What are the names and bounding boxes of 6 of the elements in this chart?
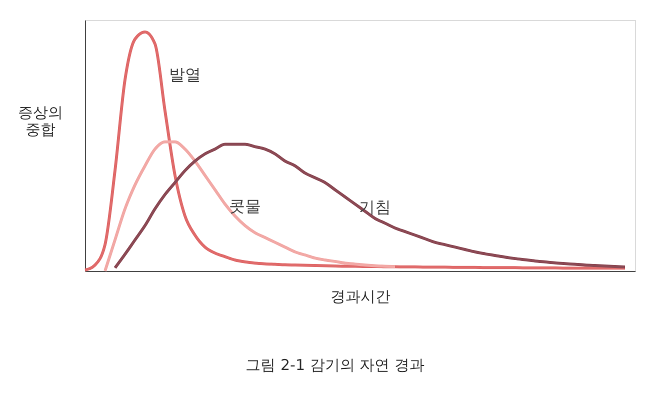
series-label: 콧물 — [229, 196, 261, 216]
caption: 그림 2-1 감기의 자연 경과 — [246, 356, 424, 374]
series-label: 발열 — [169, 64, 201, 84]
y-axis-title: 증상의 중합 — [18, 104, 63, 138]
x-axis-title: 경과시간 — [330, 288, 390, 306]
series-label: 기침 — [359, 198, 391, 217]
